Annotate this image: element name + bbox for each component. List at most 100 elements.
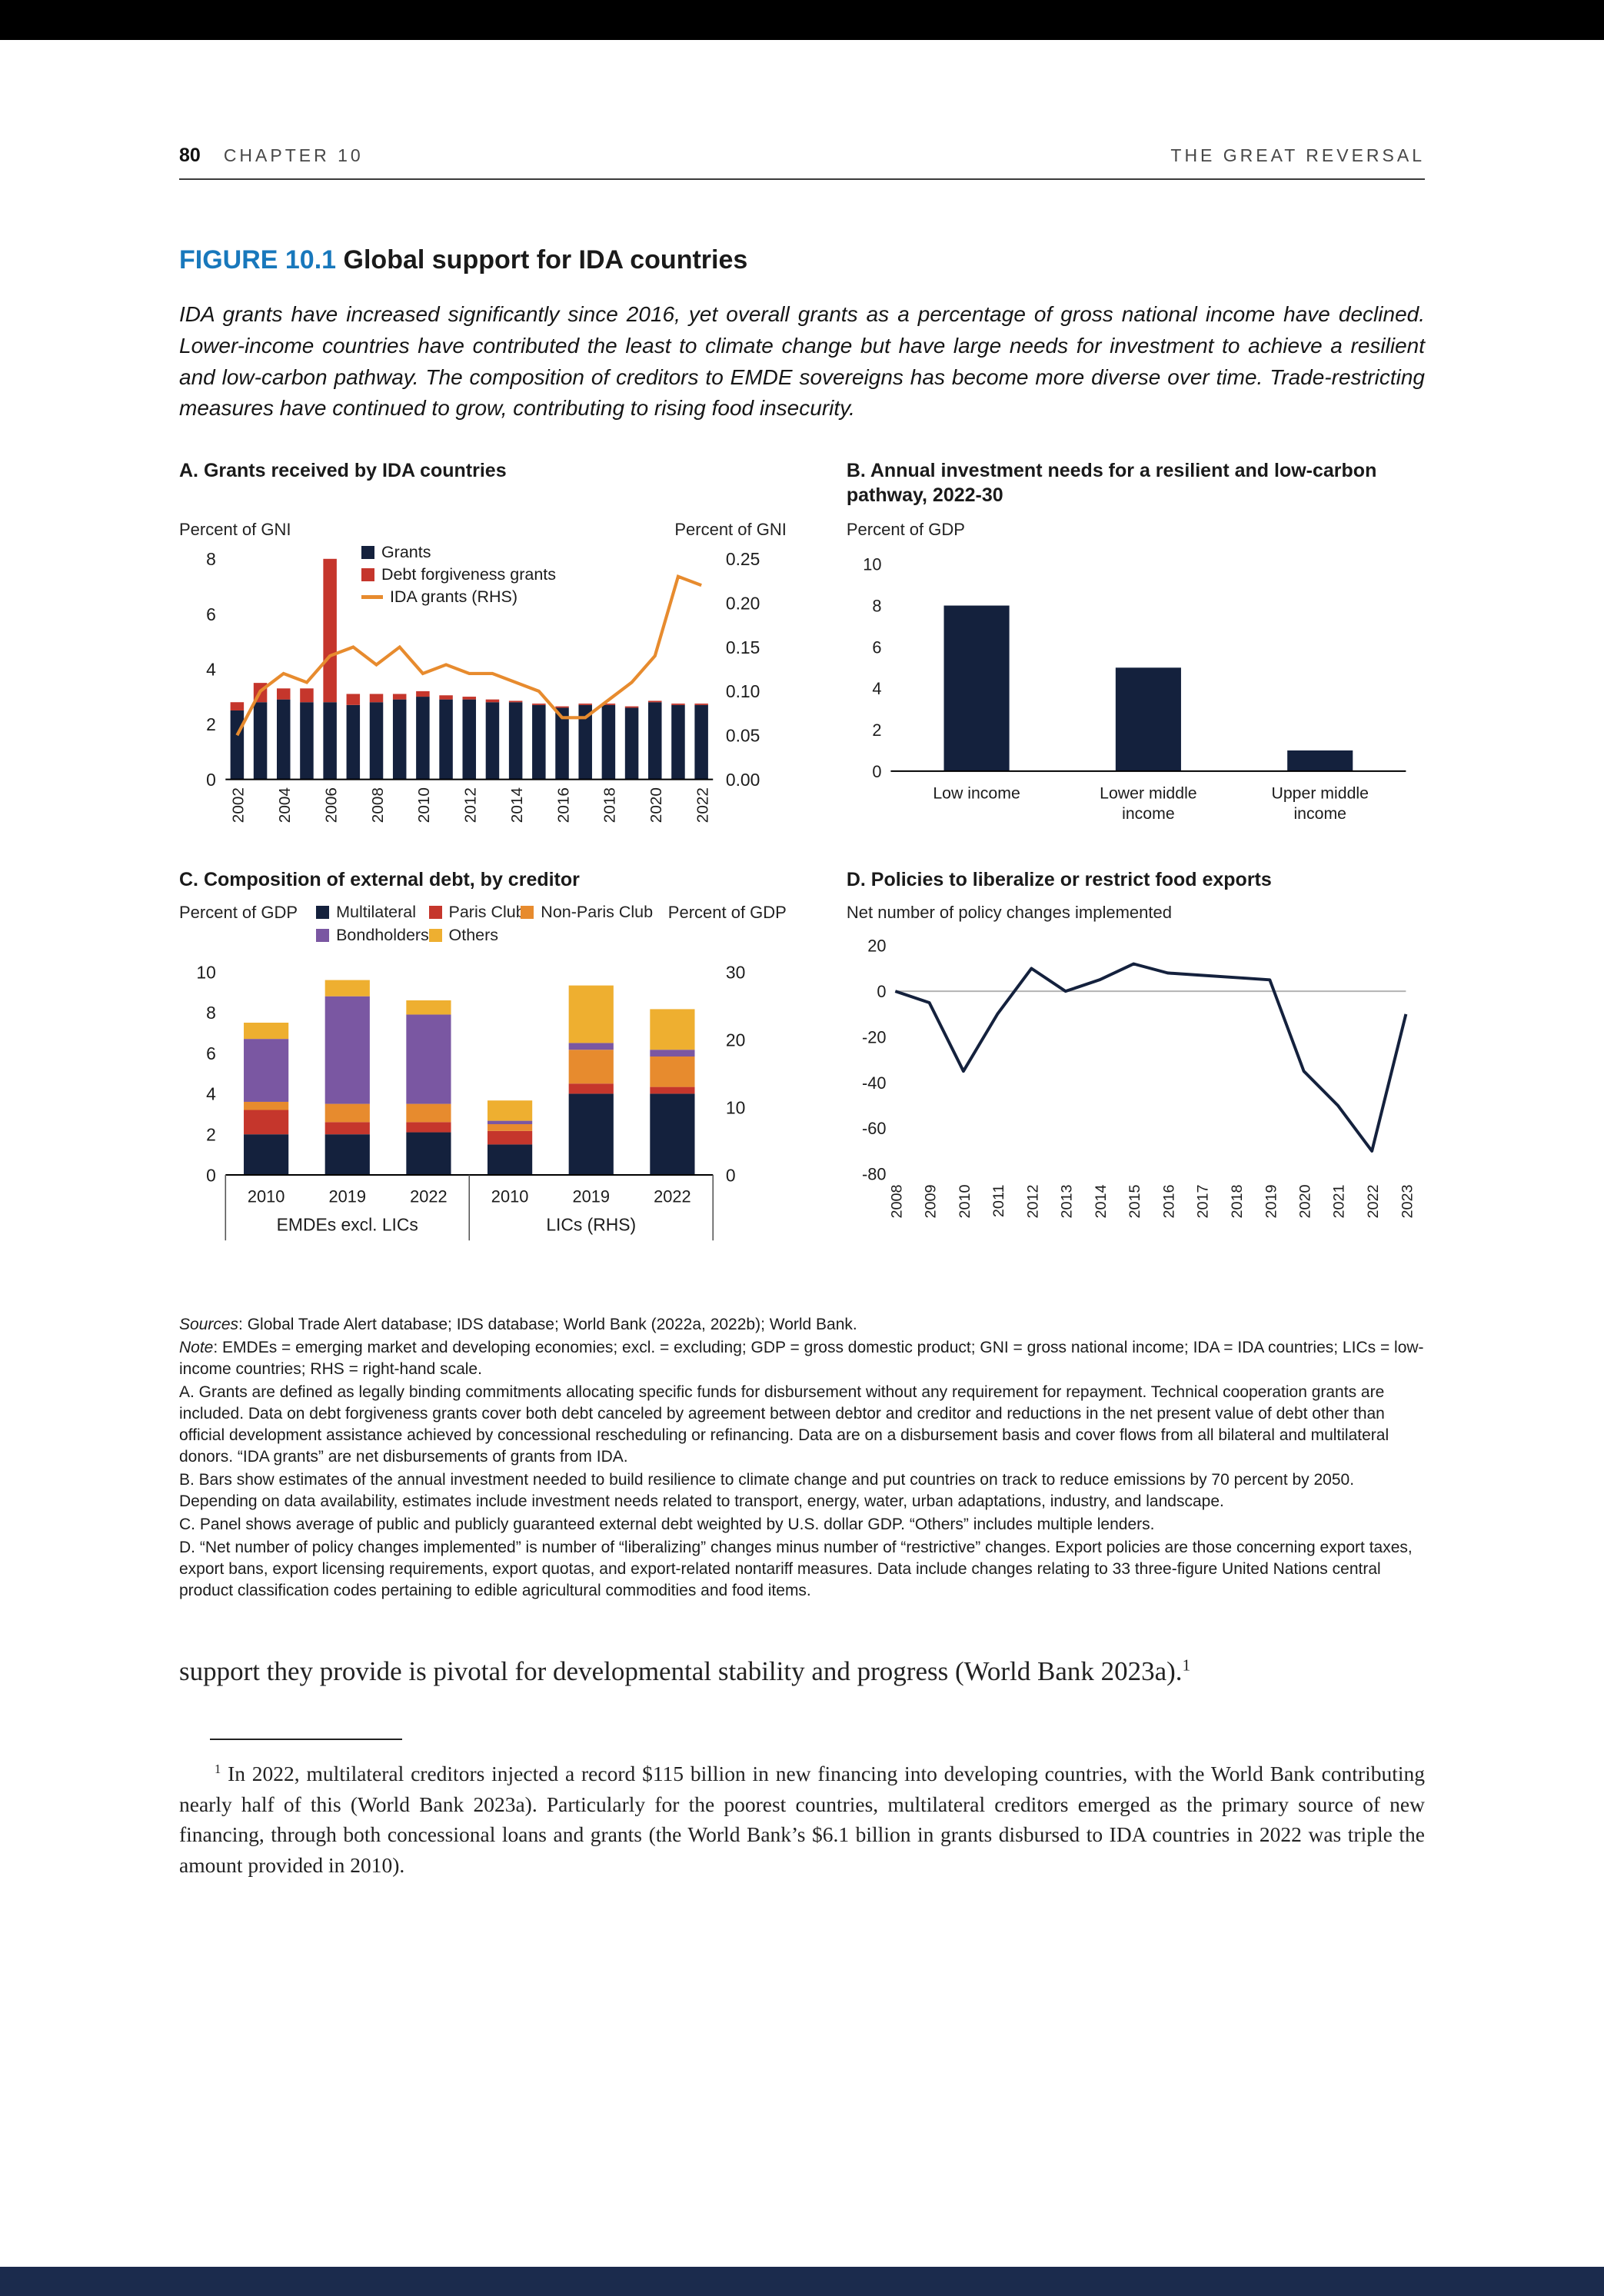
y-axis-tick-right: 10	[726, 1098, 745, 1118]
legend-label: Debt forgiveness grants	[381, 565, 557, 584]
page-header: 80 CHAPTER 10 THE GREAT REVERSAL	[179, 145, 1425, 167]
bar-grants	[323, 702, 337, 780]
stack-segment-paris-club	[487, 1131, 533, 1145]
x-axis-tick: 2020	[1296, 1185, 1313, 1219]
legend-square-swatch	[316, 929, 330, 943]
y-axis-tick: -40	[862, 1073, 886, 1093]
y-axis-tick: 8	[872, 597, 881, 616]
legend-square-swatch	[361, 546, 374, 560]
panel-a: A. Grants received by IDA countries Perc…	[179, 458, 787, 832]
stack-segment-non-paris-club	[650, 1056, 695, 1087]
sources-label: Sources	[179, 1316, 239, 1334]
page-content: 80 CHAPTER 10 THE GREAT REVERSAL FIGURE …	[179, 40, 1425, 1880]
bar-grants	[624, 707, 639, 780]
x-axis-tick: 2015	[1126, 1185, 1143, 1219]
footnote-text: In 2022, multilateral creditors injected…	[179, 1761, 1426, 1877]
bar-grants	[694, 705, 708, 780]
stack-segment-multilateral	[244, 1134, 289, 1176]
bar-debt-forgiveness	[462, 697, 477, 700]
footnote-reference: 1	[1182, 1655, 1191, 1675]
panel-d-note: D. “Net number of policy changes impleme…	[179, 1538, 1413, 1599]
chart-c-plot: 0 2 4 6 8 10 0 10 20 30 2010 2019 2022 2010 2019 2022 EM…	[196, 963, 745, 1241]
figure-intro: IDA grants have increased significantly …	[179, 301, 1425, 421]
chart-a-wrap: Grants Debt forgiveness grants IDA grants …	[179, 543, 787, 830]
legend-square-swatch	[316, 906, 330, 920]
legend-item: Paris Club	[428, 903, 525, 922]
stack-segment-multilateral	[406, 1132, 451, 1176]
y-axis-tick-left: 4	[206, 1084, 216, 1104]
y-axis-tick-left: 0	[206, 1166, 216, 1186]
panel-c-note: C. Panel shows average of public and pub…	[179, 1515, 1155, 1533]
stack-segment-others	[487, 1100, 533, 1121]
page-top-bar	[0, 0, 1604, 40]
bar-grants	[276, 699, 291, 780]
x-axis-tick: 2016	[1160, 1185, 1177, 1219]
note-line: Note: EMDEs = emerging market and develo…	[179, 1337, 1425, 1380]
chart-c: 0 2 4 6 8 10 0 10 20 30 2010 2019 2022 2010 2019 2022 EM…	[196, 963, 745, 1241]
chart-d-wrap: 20 0 -20 -40 -60 -80 2008 2009 2010 2011 2012 2013 2…	[847, 929, 1425, 1241]
body-paragraph-text: support they provide is pivotal for deve…	[179, 1656, 1183, 1687]
stack-segment-others	[406, 1000, 451, 1015]
bar-grants	[648, 702, 662, 780]
x-axis-category-label: Lower middle	[1100, 784, 1196, 803]
legend-item: Others	[428, 926, 521, 945]
x-axis-category-label: Upper middle	[1271, 784, 1368, 803]
group-label: EMDEs excl. LICs	[277, 1215, 418, 1235]
bar-debt-forgiveness	[230, 702, 245, 711]
x-axis-year-label: 2022	[654, 1187, 691, 1206]
x-axis-tick: 2002	[230, 787, 248, 823]
x-axis-tick: 2022	[1365, 1185, 1382, 1219]
x-axis-tick: 2023	[1399, 1185, 1416, 1219]
panel-d-heading: D. Policies to liberalize or restrict fo…	[846, 869, 1272, 891]
chart-c-wrap: 0 2 4 6 8 10 0 10 20 30 2010 2019 2022 2010 2019 2022 EM…	[179, 951, 787, 1279]
body-paragraph: support they provide is pivotal for deve…	[179, 1652, 1425, 1692]
stack-segment-others	[650, 1009, 695, 1050]
note-text: : EMDEs = emerging market and developing…	[179, 1339, 1424, 1379]
bar-debt-forgiveness	[508, 700, 523, 703]
stack-segment-bondholders	[406, 1014, 451, 1104]
legend-square-swatch	[428, 906, 442, 920]
bar-debt-forgiveness	[624, 706, 639, 708]
figure-label: FIGURE 10.1	[179, 245, 337, 275]
x-axis-category-label: Low income	[933, 784, 1020, 803]
legend-item: Non-Paris Club	[521, 903, 657, 922]
bar-grants	[555, 707, 569, 780]
bar-debt-forgiveness	[346, 694, 361, 706]
y-axis-tick: 10	[863, 555, 881, 574]
y-axis-tick-left: 6	[206, 604, 216, 624]
chart-b: 0 2 4 6 8 10 Low income Lower middle income Upper…	[863, 555, 1406, 824]
legend-square-swatch	[361, 568, 374, 582]
y-axis-tick-left: 0	[206, 770, 216, 790]
bar-debt-forgiveness	[601, 704, 616, 706]
stack-segment-bondholders	[487, 1120, 533, 1125]
y-axis-tick-right: 0.00	[726, 770, 760, 790]
y-axis-tick-right: 0.05	[726, 726, 760, 746]
chart-a-plot: 0 2 4 6 8 0.00 0.05 0.10 0.15 0.20 0.25 2002 2004 200…	[206, 549, 760, 823]
legend-line-swatch	[361, 595, 383, 600]
panel-b-heading: B. Annual investment needs for a resilie…	[846, 460, 1377, 507]
bar-grants	[508, 702, 523, 780]
bar-debt-forgiveness	[555, 706, 569, 708]
bar-debt-forgiveness	[694, 704, 708, 706]
stack-segment-non-paris-club	[324, 1103, 370, 1123]
figure-title: FIGURE 10.1 Global support for IDA count…	[179, 245, 1425, 276]
bar-grants	[369, 702, 384, 780]
x-axis-tick: 2010	[415, 787, 433, 823]
stack-segment-paris-club	[406, 1122, 451, 1133]
footnote-rule	[210, 1738, 402, 1740]
bar-grants	[300, 702, 314, 780]
page-header-left: 80 CHAPTER 10	[179, 145, 364, 167]
x-axis-tick: 2013	[1059, 1185, 1076, 1219]
bar-grants	[601, 705, 616, 780]
footnote-paragraph: 1 In 2022, multilateral creditors inject…	[179, 1759, 1425, 1880]
panel-b-note: B. Bars show estimates of the annual inv…	[179, 1470, 1355, 1510]
x-axis-tick: 2014	[508, 787, 526, 823]
x-axis-tick: 2021	[1331, 1185, 1348, 1219]
x-axis-category-label: income	[1293, 805, 1346, 824]
x-axis-tick: 2019	[1263, 1185, 1280, 1219]
legend-item: IDA grants (RHS)	[361, 587, 556, 607]
legend-item: Grants	[361, 543, 556, 562]
chart-a: 0 2 4 6 8 0.00 0.05 0.10 0.15 0.20 0.25 2002 2004 200…	[206, 549, 760, 823]
stack-segment-non-paris-club	[487, 1124, 533, 1132]
bar-debt-forgiveness	[671, 704, 685, 706]
